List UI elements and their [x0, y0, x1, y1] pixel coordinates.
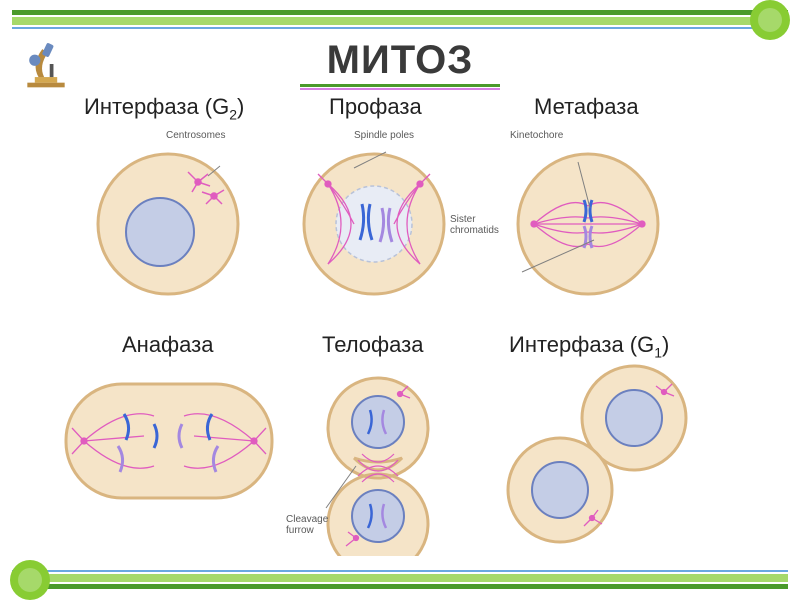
title-text: МИТОЗ	[327, 38, 474, 82]
anno-cleavage-furrow: Cleavagefurrow	[286, 514, 328, 536]
label-interphase-g1: Интерфаза (G1)	[509, 332, 669, 360]
cell-interphase-g1	[494, 362, 714, 552]
anno-sister-chromatids: Sisterchromatids	[450, 214, 499, 236]
cell-metaphase	[508, 144, 668, 304]
mitosis-diagram: Интерфаза (G2) Профаза Метафаза Centroso…	[54, 94, 746, 566]
anno-centrosomes: Centrosomes	[166, 130, 225, 141]
label-telophase: Телофаза	[322, 332, 423, 358]
page-title: МИТОЗ	[0, 38, 800, 90]
cell-interphase-g2	[88, 144, 248, 304]
anno-kinetochore: Kinetochore	[510, 130, 563, 141]
label-metaphase: Метафаза	[534, 94, 639, 120]
frame-outer-top	[0, 12, 800, 17]
label-prophase: Профаза	[329, 94, 422, 120]
cell-anaphase	[54, 366, 284, 516]
cell-prophase	[294, 144, 454, 304]
label-anaphase: Анафаза	[122, 332, 213, 358]
label-interphase-g2: Интерфаза (G2)	[84, 94, 244, 122]
anno-spindle-poles: Spindle poles	[354, 130, 414, 141]
